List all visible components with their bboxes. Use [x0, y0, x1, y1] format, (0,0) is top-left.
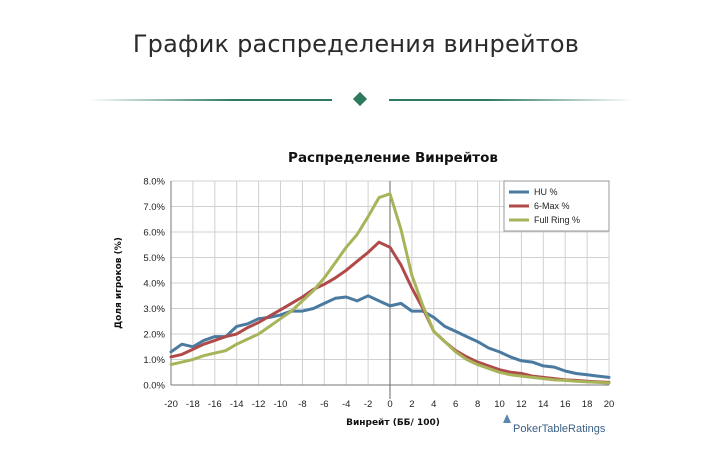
y-tick-labels: 0.0% 1.0% 2.0% 3.0% 4.0% 5.0% 6.0% 7.0% 8.0%: [143, 177, 165, 392]
heading-divider-left: [88, 99, 332, 101]
x-tick-label: -6: [320, 399, 328, 410]
x-tick-label: -18: [186, 399, 200, 410]
x-tick-label: 4: [431, 399, 436, 410]
x-tick-label: -8: [298, 399, 306, 410]
x-tick-label: 20: [604, 399, 615, 410]
x-tick-label: 6: [453, 399, 458, 410]
legend-label: 6-Max %: [534, 201, 570, 211]
y-tick-label: 7.0%: [143, 202, 165, 213]
x-tick-label: -10: [274, 399, 288, 410]
y-tick-label: 1.0%: [143, 355, 165, 366]
logo-mark-icon: [503, 414, 511, 423]
page-heading: График распределения винрейтов: [132, 30, 580, 58]
chart-title: Распределение Винрейтов: [288, 150, 498, 166]
legend-label: HU %: [534, 187, 558, 197]
x-tick-label: -16: [208, 399, 222, 410]
y-tick-label: 4.0%: [143, 279, 165, 290]
y-tick-label: 6.0%: [143, 228, 165, 239]
x-tick-label: 8: [475, 399, 480, 410]
source-logo-text: PokerTableRatings: [513, 423, 606, 435]
x-tick-label: 2: [409, 399, 414, 410]
x-tick-labels: -20 -18 -16 -14 -12 -10 -8 -6 -4 -2 0 2 4 6 8 10 12 14 16 1…: [164, 399, 614, 410]
x-tick-label: 14: [538, 399, 549, 410]
y-tick-label: 2.0%: [143, 330, 165, 341]
x-tick-label: 0: [387, 399, 392, 410]
x-axis-label: Винрейт (ББ/ 100): [346, 418, 440, 428]
source-logo: PokerTableRatings: [503, 414, 606, 435]
x-tick-label: -2: [364, 399, 372, 410]
series-line-1: [169, 294, 611, 379]
y-tick-label: 3.0%: [143, 304, 165, 315]
x-tick-label: -20: [164, 399, 178, 410]
x-tick-label: -12: [252, 399, 266, 410]
heading-divider-right: [389, 99, 633, 101]
x-tick-label: 16: [560, 399, 571, 410]
y-axis-label: Доля игроков (%): [114, 237, 124, 329]
x-tick-label: -14: [230, 399, 244, 410]
series-line-3: [169, 192, 611, 385]
chart-legend: HU % 6-Max % Full Ring %: [503, 180, 610, 232]
x-tick-label: 10: [494, 399, 505, 410]
y-tick-label: 8.0%: [143, 177, 165, 188]
y-tick-label: 5.0%: [143, 253, 165, 264]
x-tick-label: 18: [582, 399, 593, 410]
x-tick-label: 12: [516, 399, 527, 410]
series-lines: [169, 192, 611, 385]
legend-label: Full Ring %: [534, 215, 580, 225]
x-tick-label: -4: [342, 399, 350, 410]
y-tick-label: 0.0%: [143, 381, 165, 392]
